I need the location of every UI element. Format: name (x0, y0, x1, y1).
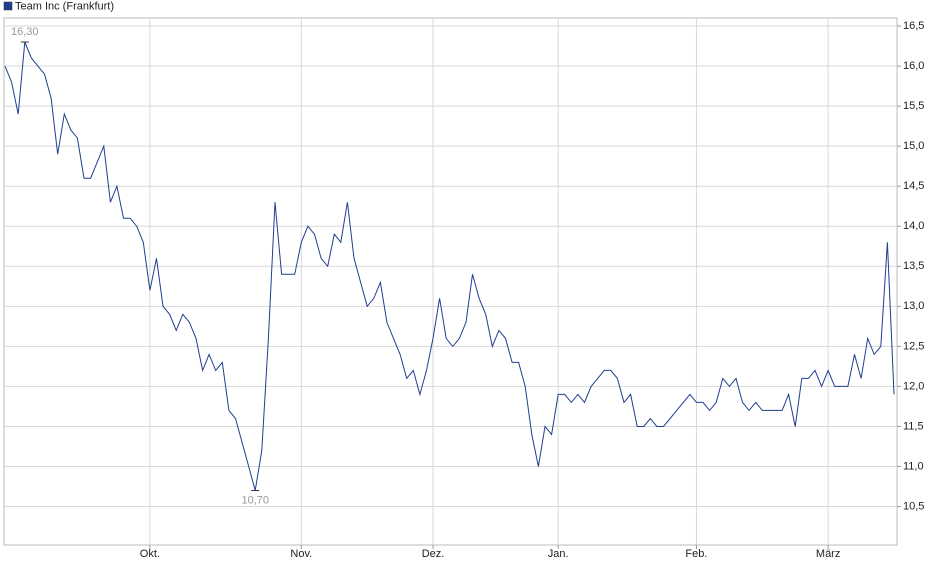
value-label: 10,70 (241, 494, 269, 506)
x-tick-label: Dez. (422, 548, 445, 560)
y-tick-label: 14,5 (903, 180, 924, 192)
plot-area (3, 17, 898, 546)
y-tick-label: 13,5 (903, 260, 924, 272)
y-tick-label: 16,5 (903, 20, 924, 32)
value-label: 16,30 (11, 26, 39, 38)
y-tick-label: 11,5 (903, 420, 924, 432)
x-tick-label: Nov. (290, 548, 312, 560)
y-tick-label: 14,0 (903, 220, 924, 232)
x-tick-label: Jan. (548, 548, 569, 560)
x-tick-label: Okt. (140, 548, 160, 560)
y-tick-label: 13,0 (903, 300, 924, 312)
legend-label: Team Inc (Frankfurt) (15, 0, 114, 12)
y-tick-label: 16,0 (903, 60, 924, 72)
y-tick-label: 15,5 (903, 100, 924, 112)
price-line (4, 41, 895, 491)
y-tick-label: 12,5 (903, 340, 924, 352)
y-tick-label: 12,0 (903, 380, 924, 392)
x-tick-label: Feb. (685, 548, 707, 560)
x-tick-label: März (816, 548, 840, 560)
legend-swatch (3, 1, 13, 11)
y-tick-label: 10,5 (903, 500, 924, 512)
y-tick-label: 15,0 (903, 140, 924, 152)
y-tick-label: 11,0 (903, 460, 924, 472)
